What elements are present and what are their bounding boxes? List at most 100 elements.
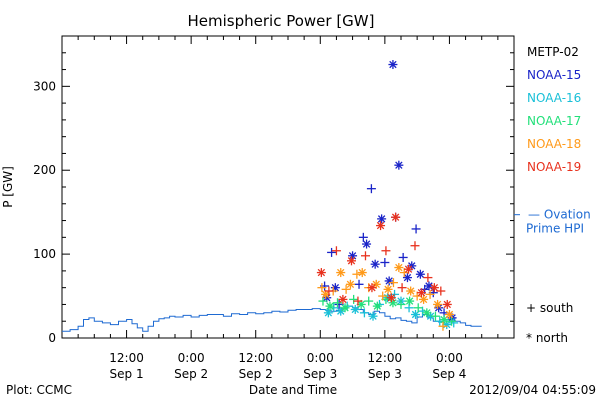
noaa-19-point — [381, 246, 391, 256]
noaa-18-point — [378, 291, 388, 301]
x-tick-time-label: 12:00 — [368, 351, 403, 365]
legend-item-noaa-17: NOAA-17 — [527, 114, 581, 128]
noaa-15-point — [388, 60, 398, 70]
noaa-19-point — [391, 212, 401, 222]
noaa-19-point — [346, 256, 356, 266]
noaa-18-point — [406, 286, 416, 296]
noaa-19-point — [353, 296, 363, 306]
x-tick-time-label: 0:00 — [436, 351, 463, 365]
y-tick-label: 200 — [33, 163, 56, 177]
noaa-15-point — [384, 276, 394, 286]
noaa-15-point — [366, 184, 376, 194]
noaa-19-point — [331, 246, 341, 256]
noaa-17-point — [364, 296, 374, 306]
noaa-17-point — [413, 303, 423, 313]
x-tick-day-label: Sep 1 — [110, 367, 144, 381]
noaa-15-point — [402, 273, 412, 283]
noaa-18-point — [317, 283, 327, 293]
noaa-16-point — [359, 308, 369, 318]
noaa-17-point — [340, 303, 350, 313]
noaa-19-point — [429, 283, 439, 293]
legend-ovation-line1: — Ovation — [528, 208, 591, 222]
x-axis: 12:00 Sep 1 0:00 Sep 2 12:00 Sep 2 0:00 Sep 3 12… — [77, 36, 499, 381]
legend-ovation-line2: Prime HPI — [526, 222, 584, 236]
ovation-line-layer — [62, 305, 482, 332]
noaa-15-point — [370, 259, 380, 269]
noaa-18-point — [336, 268, 346, 278]
noaa-15-point — [398, 252, 408, 262]
legend-south: + south — [526, 301, 573, 315]
noaa-18-point — [357, 268, 367, 278]
noaa-15-point — [411, 224, 421, 234]
ovation-line — [62, 305, 482, 332]
noaa-19-point — [404, 264, 414, 274]
legend-item-noaa-19: NOAA-19 — [527, 160, 581, 174]
y-axis-label: P [GW] — [1, 166, 15, 208]
noaa-16-point — [323, 308, 333, 318]
legend-item-noaa-16: NOAA-16 — [527, 91, 581, 105]
noaa-18-point — [341, 284, 351, 294]
noaa-19-point — [360, 251, 370, 261]
x-tick-day-label: Sep 2 — [239, 367, 273, 381]
y-tick-label: 300 — [33, 79, 56, 93]
footer-credit: Plot: CCMC — [6, 383, 72, 397]
noaa-19-point — [423, 273, 433, 283]
noaa-19-point — [316, 268, 326, 278]
legend-item-metp-02: METP-02 — [527, 45, 579, 59]
noaa-15-point — [380, 258, 390, 267]
noaa-17-point — [318, 296, 328, 306]
noaa-17-point — [447, 316, 457, 326]
noaa-18-point — [433, 299, 443, 309]
x-tick-day-label: Sep 3 — [368, 367, 402, 381]
noaa-17-point — [333, 298, 343, 308]
noaa-19-point — [376, 221, 386, 231]
y-tick-label: 100 — [33, 247, 56, 261]
noaa-19-point — [367, 283, 377, 293]
noaa-17-point — [396, 299, 406, 309]
noaa-15-point — [394, 160, 404, 170]
noaa-15-point — [348, 251, 358, 261]
noaa-19-point — [386, 293, 396, 303]
noaa-18-point — [383, 284, 393, 294]
y-tick-label: 0 — [48, 331, 56, 345]
y-axis: 0 100 200 300 — [33, 35, 514, 345]
legend: METP-02 NOAA-15 NOAA-16 NOAA-17 NOAA-18 NOAA-… — [514, 45, 591, 345]
x-tick-day-label: Sep 4 — [432, 367, 466, 381]
noaa-17-point — [325, 301, 335, 311]
noaa-18-point — [425, 289, 435, 299]
noaa-18-point — [444, 310, 454, 320]
x-tick-time-label: 0:00 — [178, 351, 205, 365]
noaa-18-point — [438, 321, 448, 331]
x-tick-time-label: 12:00 — [109, 351, 144, 365]
noaa-18-point — [388, 278, 398, 288]
noaa-16-point — [411, 310, 421, 320]
x-tick-day-label: Sep 3 — [303, 367, 337, 381]
noaa-16-point — [449, 318, 459, 328]
noaa-19-point — [338, 294, 348, 304]
noaa-18-point — [394, 263, 404, 273]
data-points-layer — [316, 60, 459, 331]
noaa-19-point — [442, 299, 452, 309]
noaa-19-point — [397, 283, 407, 293]
noaa-19-point — [436, 286, 446, 296]
noaa-16-point — [368, 311, 378, 321]
noaa-17-point — [356, 299, 366, 309]
noaa-17-point — [349, 294, 359, 304]
noaa-15-point — [362, 239, 372, 249]
chart-title: Hemispheric Power [GW] — [188, 12, 375, 30]
plot-frame — [61, 35, 515, 339]
noaa-15-point — [415, 269, 425, 279]
noaa-15-point — [377, 214, 387, 224]
legend-north: * north — [526, 331, 568, 345]
x-tick-day-label: Sep 2 — [174, 367, 208, 381]
legend-item-noaa-15: NOAA-15 — [527, 68, 581, 82]
noaa-19-point — [410, 241, 420, 251]
noaa-17-point — [430, 311, 440, 321]
noaa-17-point — [372, 301, 382, 311]
x-axis-label: Date and Time — [249, 383, 337, 397]
noaa-16-point — [350, 304, 360, 314]
noaa-19-point — [324, 286, 334, 296]
noaa-15-point — [327, 247, 337, 257]
noaa-18-point — [345, 279, 355, 289]
